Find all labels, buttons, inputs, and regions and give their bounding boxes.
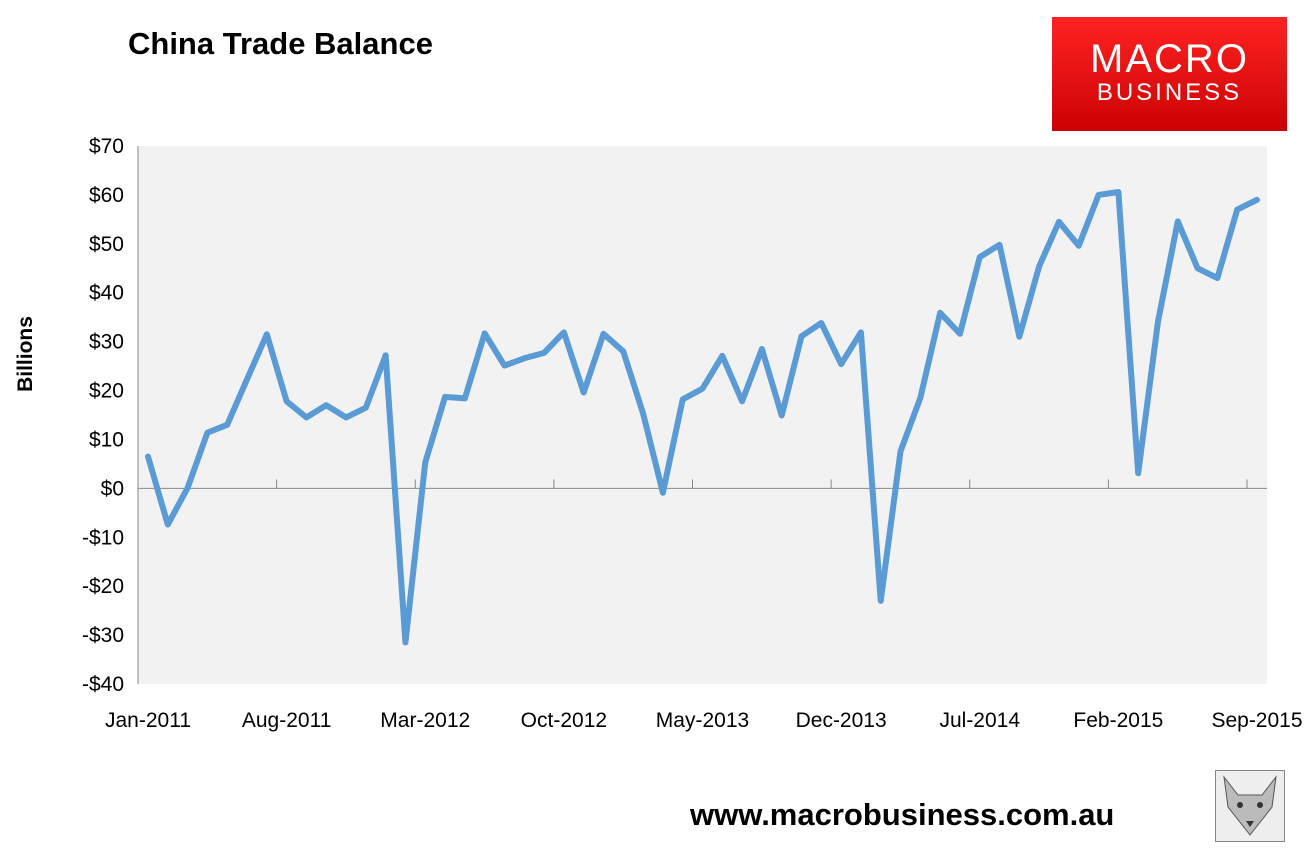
plot-area	[138, 146, 1267, 684]
x-tick-label: Oct-2012	[521, 709, 607, 732]
x-tick-label: Jul-2014	[939, 709, 1020, 732]
y-tick-label: $60	[89, 184, 124, 207]
x-tick-label: Mar-2012	[380, 709, 470, 732]
fox-logo-image	[1215, 770, 1285, 842]
x-tick-label: Aug-2011	[242, 709, 332, 732]
y-tick-label: $20	[89, 380, 124, 403]
y-tick-label: -$20	[82, 575, 124, 598]
macrobusiness-logo: MACRO BUSINESS	[1052, 17, 1287, 131]
y-tick-label: $30	[89, 331, 124, 354]
x-tick-label: Sep-2015	[1211, 709, 1302, 732]
x-tick-label: May-2013	[656, 709, 749, 732]
footer-url: www.macrobusiness.com.au	[690, 797, 1115, 832]
y-tick-label: $10	[89, 428, 124, 451]
x-tick-label: Feb-2015	[1073, 709, 1163, 732]
y-tick-label: $70	[89, 135, 124, 158]
x-tick-label: Dec-2013	[796, 709, 887, 732]
y-tick-label: $50	[89, 233, 124, 256]
logo-line1: MACRO	[1090, 37, 1249, 81]
y-tick-label: -$30	[82, 624, 124, 647]
y-tick-label: $40	[89, 282, 124, 305]
y-tick-label: -$10	[82, 526, 124, 549]
chart-title: China Trade Balance	[128, 26, 433, 61]
fox-icon	[1223, 775, 1277, 836]
x-tick-label: Jan-2011	[105, 709, 191, 732]
y-tick-label: $0	[101, 477, 124, 500]
y-tick-label: -$40	[82, 673, 124, 696]
logo-line2: BUSINESS	[1096, 79, 1243, 106]
